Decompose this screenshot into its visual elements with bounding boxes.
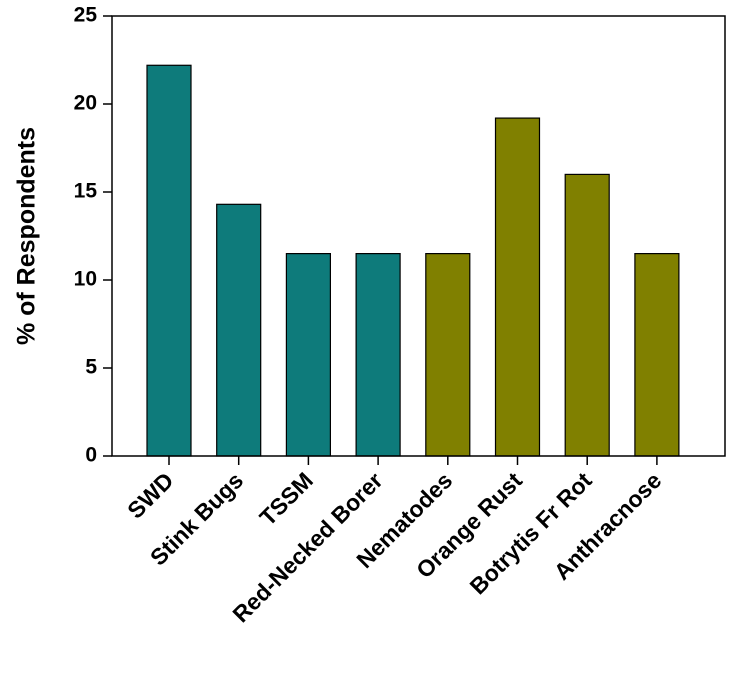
x-category-label: SWD [122, 467, 178, 523]
plot-frame [111, 15, 726, 457]
bar [634, 253, 680, 457]
y-tick-label: 5 [85, 356, 97, 379]
x-category-label: TSSM [254, 467, 318, 531]
y-tick-label: 15 [74, 180, 98, 203]
y-tick-label: 0 [85, 444, 97, 467]
y-axis-title: % of Respondents [13, 127, 41, 345]
bar [494, 117, 541, 457]
y-tick-label: 25 [74, 4, 98, 27]
bar [425, 253, 471, 457]
bar [146, 64, 192, 457]
x-category-label: Botrytis Fr Rot [465, 467, 597, 599]
bar [285, 253, 331, 457]
y-tick-label: 20 [74, 92, 97, 115]
bar [564, 173, 610, 457]
bar [216, 203, 262, 457]
bars [146, 64, 680, 457]
y-axis-ticks: 0 5 10 15 20 25 [74, 4, 112, 467]
bar [355, 253, 401, 457]
y-tick-label: 10 [74, 268, 97, 291]
